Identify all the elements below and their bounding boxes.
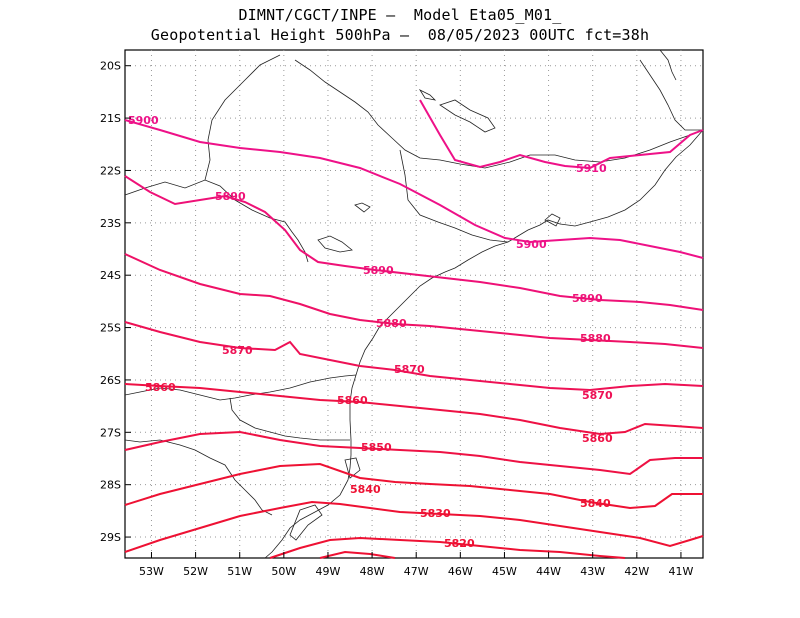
contours: [124, 99, 704, 559]
contour-5870: [124, 321, 704, 392]
lat-tick-label: 28S: [100, 479, 121, 492]
contour-5810: [319, 550, 396, 559]
contour-5820: [269, 536, 626, 559]
contour-label: 5900: [128, 114, 159, 127]
state-border: [124, 179, 309, 263]
contour-label: 5890: [572, 292, 603, 305]
lon-tick-label: 43W: [580, 565, 605, 578]
contour-label: 5840: [580, 497, 611, 510]
bay-outline: [544, 213, 561, 227]
contour-label: 5870: [222, 344, 253, 357]
lon-tick-label: 45W: [492, 565, 517, 578]
lat-tick-label: 26S: [100, 374, 121, 387]
state-border: [124, 374, 357, 401]
contour-label: 5870: [394, 363, 425, 376]
longitude-axis: 53W 52W 51W 50W 49W 48W 47W 46W 45W 44W 43W 42W 41W: [139, 552, 693, 578]
contour-label: 5860: [337, 394, 368, 407]
contour-label: 5870: [582, 389, 613, 402]
contour-label: 5840: [350, 483, 381, 496]
contour-5910: [419, 99, 704, 170]
contour-label: 5880: [376, 317, 407, 330]
contour-5900: [124, 119, 704, 259]
contour-label: 5910: [576, 162, 607, 175]
contour-label: 5830: [420, 507, 451, 520]
lat-tick-label: 27S: [100, 426, 121, 439]
lon-tick-label: 42W: [624, 565, 649, 578]
contour-label: 5890: [215, 190, 246, 203]
lon-tick-label: 51W: [227, 565, 252, 578]
lat-tick-label: 29S: [100, 531, 121, 544]
latitude-axis: 20S 21S 22S 23S 24S 25S 26S 27S 28S 29S: [100, 60, 131, 544]
lon-tick-label: 41W: [669, 565, 694, 578]
state-border: [659, 49, 677, 81]
chart-title-line2: Geopotential Height 500hPa – 08/05/2023 …: [150, 26, 650, 44]
reservoir-outline: [418, 89, 437, 101]
atlantic-coastline: [264, 129, 704, 559]
state-border: [399, 149, 509, 243]
lon-tick-label: 52W: [183, 565, 208, 578]
coastlines: [124, 49, 704, 559]
lon-tick-label: 53W: [139, 565, 164, 578]
contour-label: 5880: [580, 332, 611, 345]
contour-label: 5900: [516, 238, 547, 251]
contour-5880: [124, 253, 704, 349]
state-border: [204, 54, 281, 181]
contour-5860: [124, 383, 704, 436]
lat-tick-label: 22S: [100, 164, 121, 177]
contour-label: 5860: [582, 432, 613, 445]
contour-label: 5890: [363, 264, 394, 277]
contour-5890-north: [124, 175, 704, 311]
lon-tick-label: 44W: [536, 565, 561, 578]
contour-label: 5820: [444, 537, 475, 550]
state-border: [124, 439, 273, 516]
lon-tick-label: 49W: [316, 565, 341, 578]
lon-tick-label: 50W: [271, 565, 296, 578]
lat-tick-label: 21S: [100, 112, 121, 125]
lagoon-outline: [289, 504, 323, 541]
chart-title-line1: DIMNT/CGCT/INPE – Model Eta05_M01_: [238, 6, 562, 24]
contour-labels: 5900 5910 5890 5900 5890 5890 5880 5880 …: [128, 114, 613, 550]
contour-5850: [124, 430, 703, 476]
state-border: [639, 59, 703, 131]
lon-tick-label: 46W: [448, 565, 473, 578]
island-outline: [344, 457, 361, 479]
island-outline: [354, 202, 371, 213]
lat-tick-label: 23S: [100, 217, 121, 230]
contour-label: 5860: [145, 381, 176, 394]
lon-tick-label: 47W: [404, 565, 429, 578]
reservoir-outline: [317, 235, 353, 253]
map-frame: [124, 49, 704, 559]
contour-5830: [124, 500, 704, 553]
lat-tick-label: 25S: [100, 322, 121, 335]
contour-label: 5850: [361, 441, 392, 454]
lat-tick-label: 24S: [100, 269, 121, 282]
contour-5840: [124, 462, 703, 510]
reservoir-outline: [439, 99, 496, 133]
state-border: [294, 59, 691, 169]
lat-tick-label: 20S: [100, 60, 121, 73]
lon-tick-label: 48W: [360, 565, 385, 578]
state-border: [229, 397, 350, 441]
